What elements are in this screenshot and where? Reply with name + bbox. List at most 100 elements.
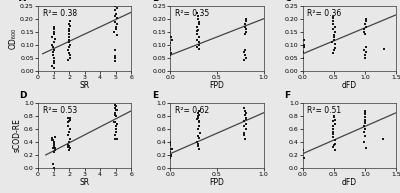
- Point: [362, 115, 368, 118]
- Point: [361, 124, 368, 127]
- Point: [65, 146, 72, 149]
- Text: R²= 0.38: R²= 0.38: [43, 9, 77, 18]
- Point: [363, 25, 370, 28]
- Point: [194, 141, 200, 144]
- Point: [240, 51, 247, 54]
- Point: [194, 33, 200, 36]
- Point: [194, 134, 201, 137]
- Point: [166, 59, 173, 62]
- Point: [242, 56, 249, 59]
- Point: [330, 116, 337, 119]
- Point: [242, 110, 248, 113]
- Point: [330, 145, 336, 148]
- Point: [330, 135, 336, 139]
- Point: [168, 154, 174, 157]
- Point: [49, 136, 56, 140]
- Point: [66, 51, 72, 54]
- Point: [241, 59, 247, 62]
- Point: [362, 120, 368, 123]
- Point: [380, 137, 386, 140]
- Point: [194, 38, 201, 41]
- Text: E: E: [152, 91, 158, 101]
- Point: [167, 157, 174, 160]
- Point: [65, 59, 72, 62]
- Y-axis label: sCOD-RE: sCOD-RE: [12, 119, 21, 152]
- Point: [112, 59, 118, 62]
- Point: [299, 59, 305, 62]
- Point: [298, 154, 305, 157]
- Point: [194, 112, 201, 115]
- Point: [240, 120, 247, 123]
- Point: [362, 111, 368, 114]
- Text: F: F: [284, 91, 290, 101]
- Point: [65, 133, 72, 136]
- Point: [113, 12, 120, 15]
- Point: [168, 154, 175, 157]
- Point: [363, 147, 369, 150]
- Point: [66, 46, 72, 49]
- Point: [331, 49, 337, 52]
- Point: [51, 140, 57, 143]
- Point: [242, 22, 248, 25]
- Point: [112, 113, 118, 116]
- Point: [243, 19, 250, 22]
- Point: [299, 140, 305, 143]
- Point: [362, 134, 368, 137]
- Point: [362, 46, 369, 49]
- Point: [166, 140, 173, 143]
- Point: [50, 45, 56, 48]
- X-axis label: SR: SR: [80, 179, 90, 187]
- Point: [49, 64, 55, 67]
- Point: [66, 32, 72, 36]
- Point: [113, 131, 119, 134]
- Point: [331, 36, 337, 39]
- Point: [195, 114, 202, 118]
- Point: [51, 31, 58, 34]
- Point: [298, 142, 305, 145]
- Point: [168, 38, 175, 41]
- Point: [300, 149, 306, 152]
- Point: [361, 48, 368, 51]
- Point: [331, 25, 338, 28]
- Point: [196, 22, 202, 25]
- Point: [194, 118, 200, 121]
- Point: [167, 41, 174, 44]
- Point: [66, 35, 73, 38]
- Point: [112, 15, 118, 18]
- Point: [112, 54, 118, 57]
- Point: [194, 25, 200, 29]
- Point: [299, 152, 306, 156]
- Point: [167, 46, 174, 49]
- Point: [112, 106, 118, 109]
- Point: [66, 141, 72, 144]
- Point: [241, 134, 247, 137]
- Point: [50, 146, 57, 149]
- Point: [242, 118, 249, 121]
- Point: [329, 130, 336, 134]
- Point: [51, 28, 57, 31]
- Point: [242, 137, 249, 140]
- Point: [331, 144, 338, 147]
- Text: R²= 0.35: R²= 0.35: [175, 9, 209, 18]
- Point: [114, 33, 120, 36]
- Point: [242, 53, 248, 56]
- Point: [51, 25, 57, 29]
- Point: [111, 134, 118, 137]
- Point: [196, 36, 202, 39]
- Point: [299, 150, 305, 153]
- Point: [196, 137, 202, 140]
- Point: [242, 25, 248, 28]
- Point: [66, 149, 72, 152]
- Point: [51, 151, 58, 154]
- Point: [298, 41, 305, 44]
- Point: [195, 142, 202, 145]
- Point: [300, 157, 307, 160]
- Point: [196, 41, 202, 44]
- Point: [331, 33, 337, 36]
- Point: [194, 12, 200, 15]
- Point: [196, 131, 203, 134]
- Point: [299, 144, 306, 147]
- Point: [112, 127, 119, 130]
- Point: [114, 17, 120, 20]
- Point: [332, 142, 338, 145]
